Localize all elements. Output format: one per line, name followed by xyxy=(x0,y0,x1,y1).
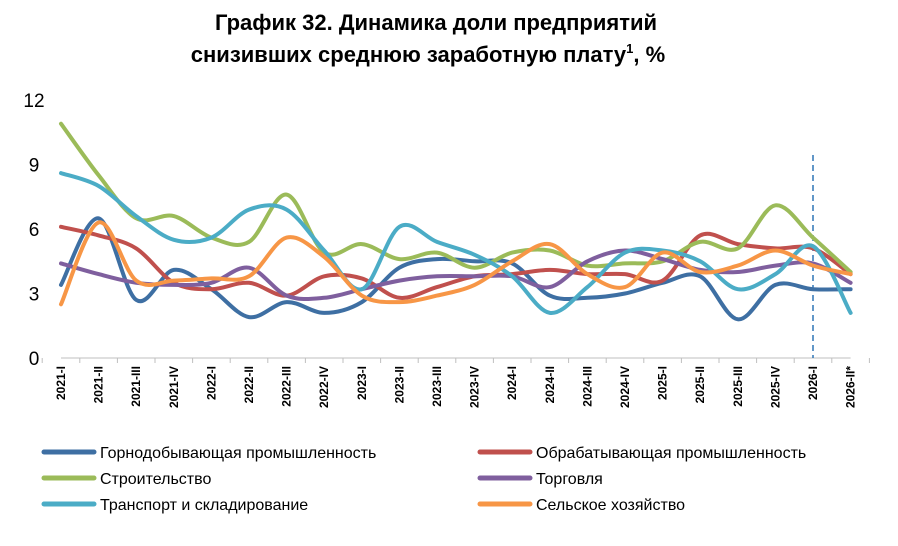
legend: Горнодобывающая промышленность Обрабатыва… xyxy=(41,445,806,514)
series-line-6 xyxy=(59,220,853,307)
x-tick-label: 2025-III xyxy=(731,366,745,407)
x-tick-label: 2026-I xyxy=(806,366,820,400)
chart-title-main: снизивших среднюю заработную плату xyxy=(191,42,627,67)
series-line-1 xyxy=(59,216,853,322)
legend-entry: Транспорт и складирование xyxy=(100,497,308,514)
legend-entry: Обрабатывающая промышленность xyxy=(536,445,806,462)
x-tick-label: 2025-II xyxy=(693,366,707,403)
x-tick-label: 2021-III xyxy=(129,366,143,407)
y-tick-label: 3 xyxy=(29,285,40,306)
y-tick-label: 9 xyxy=(29,156,40,177)
x-tick-label: 2024-I xyxy=(505,366,519,400)
y-axis-ticks: 0 3 6 9 12 xyxy=(23,91,44,370)
legend-entry: Строительство xyxy=(100,471,211,488)
legend-entry: Горнодобывающая промышленность xyxy=(100,445,376,462)
x-tick-label: 2025-IV xyxy=(768,366,782,408)
series-line-5 xyxy=(59,171,853,315)
x-tick-label: 2021-I xyxy=(54,366,68,400)
chart-title-superscript: 1 xyxy=(626,41,633,56)
x-tick-label: 2023-IV xyxy=(468,366,482,408)
x-tick-label: 2023-II xyxy=(392,366,406,403)
y-tick-label: 6 xyxy=(29,220,40,241)
x-tick-label: 2022-III xyxy=(280,366,294,407)
x-axis: 2021-I 2021-II 2021-III 2021-IV 2022-I 2022-I… xyxy=(41,357,870,408)
chart-title-line2: снизивших среднюю заработную плату1, % xyxy=(191,41,665,67)
x-tick-label: 2021-II xyxy=(92,366,106,403)
chart-title-suffix: , % xyxy=(633,42,665,67)
x-tick-label: 2026-II* xyxy=(844,366,858,408)
y-tick-label: 0 xyxy=(29,349,40,370)
x-tick-label: 2023-III xyxy=(430,366,444,407)
x-tick-label: 2024-IV xyxy=(618,366,632,408)
x-tick-label: 2022-IV xyxy=(317,366,331,408)
plot-area xyxy=(59,121,853,322)
x-tick-label: 2021-IV xyxy=(167,366,181,408)
x-tick-label: 2024-III xyxy=(580,366,594,407)
series-line-2 xyxy=(59,224,853,300)
x-tick-label: 2024-II xyxy=(543,366,557,403)
y-tick-label: 12 xyxy=(23,91,44,112)
x-tick-label: 2022-II xyxy=(242,366,256,403)
legend-entry: Торговля xyxy=(536,471,603,488)
legend-entry: Сельское хозяйство xyxy=(536,497,685,514)
x-tick-label: 2025-I xyxy=(656,366,670,400)
chart-title-line1: График 32. Динамика доли предприятий xyxy=(215,10,657,35)
series-line-3 xyxy=(59,121,853,274)
x-tick-label: 2023-I xyxy=(355,366,369,400)
x-tick-label: 2022-I xyxy=(204,366,218,400)
